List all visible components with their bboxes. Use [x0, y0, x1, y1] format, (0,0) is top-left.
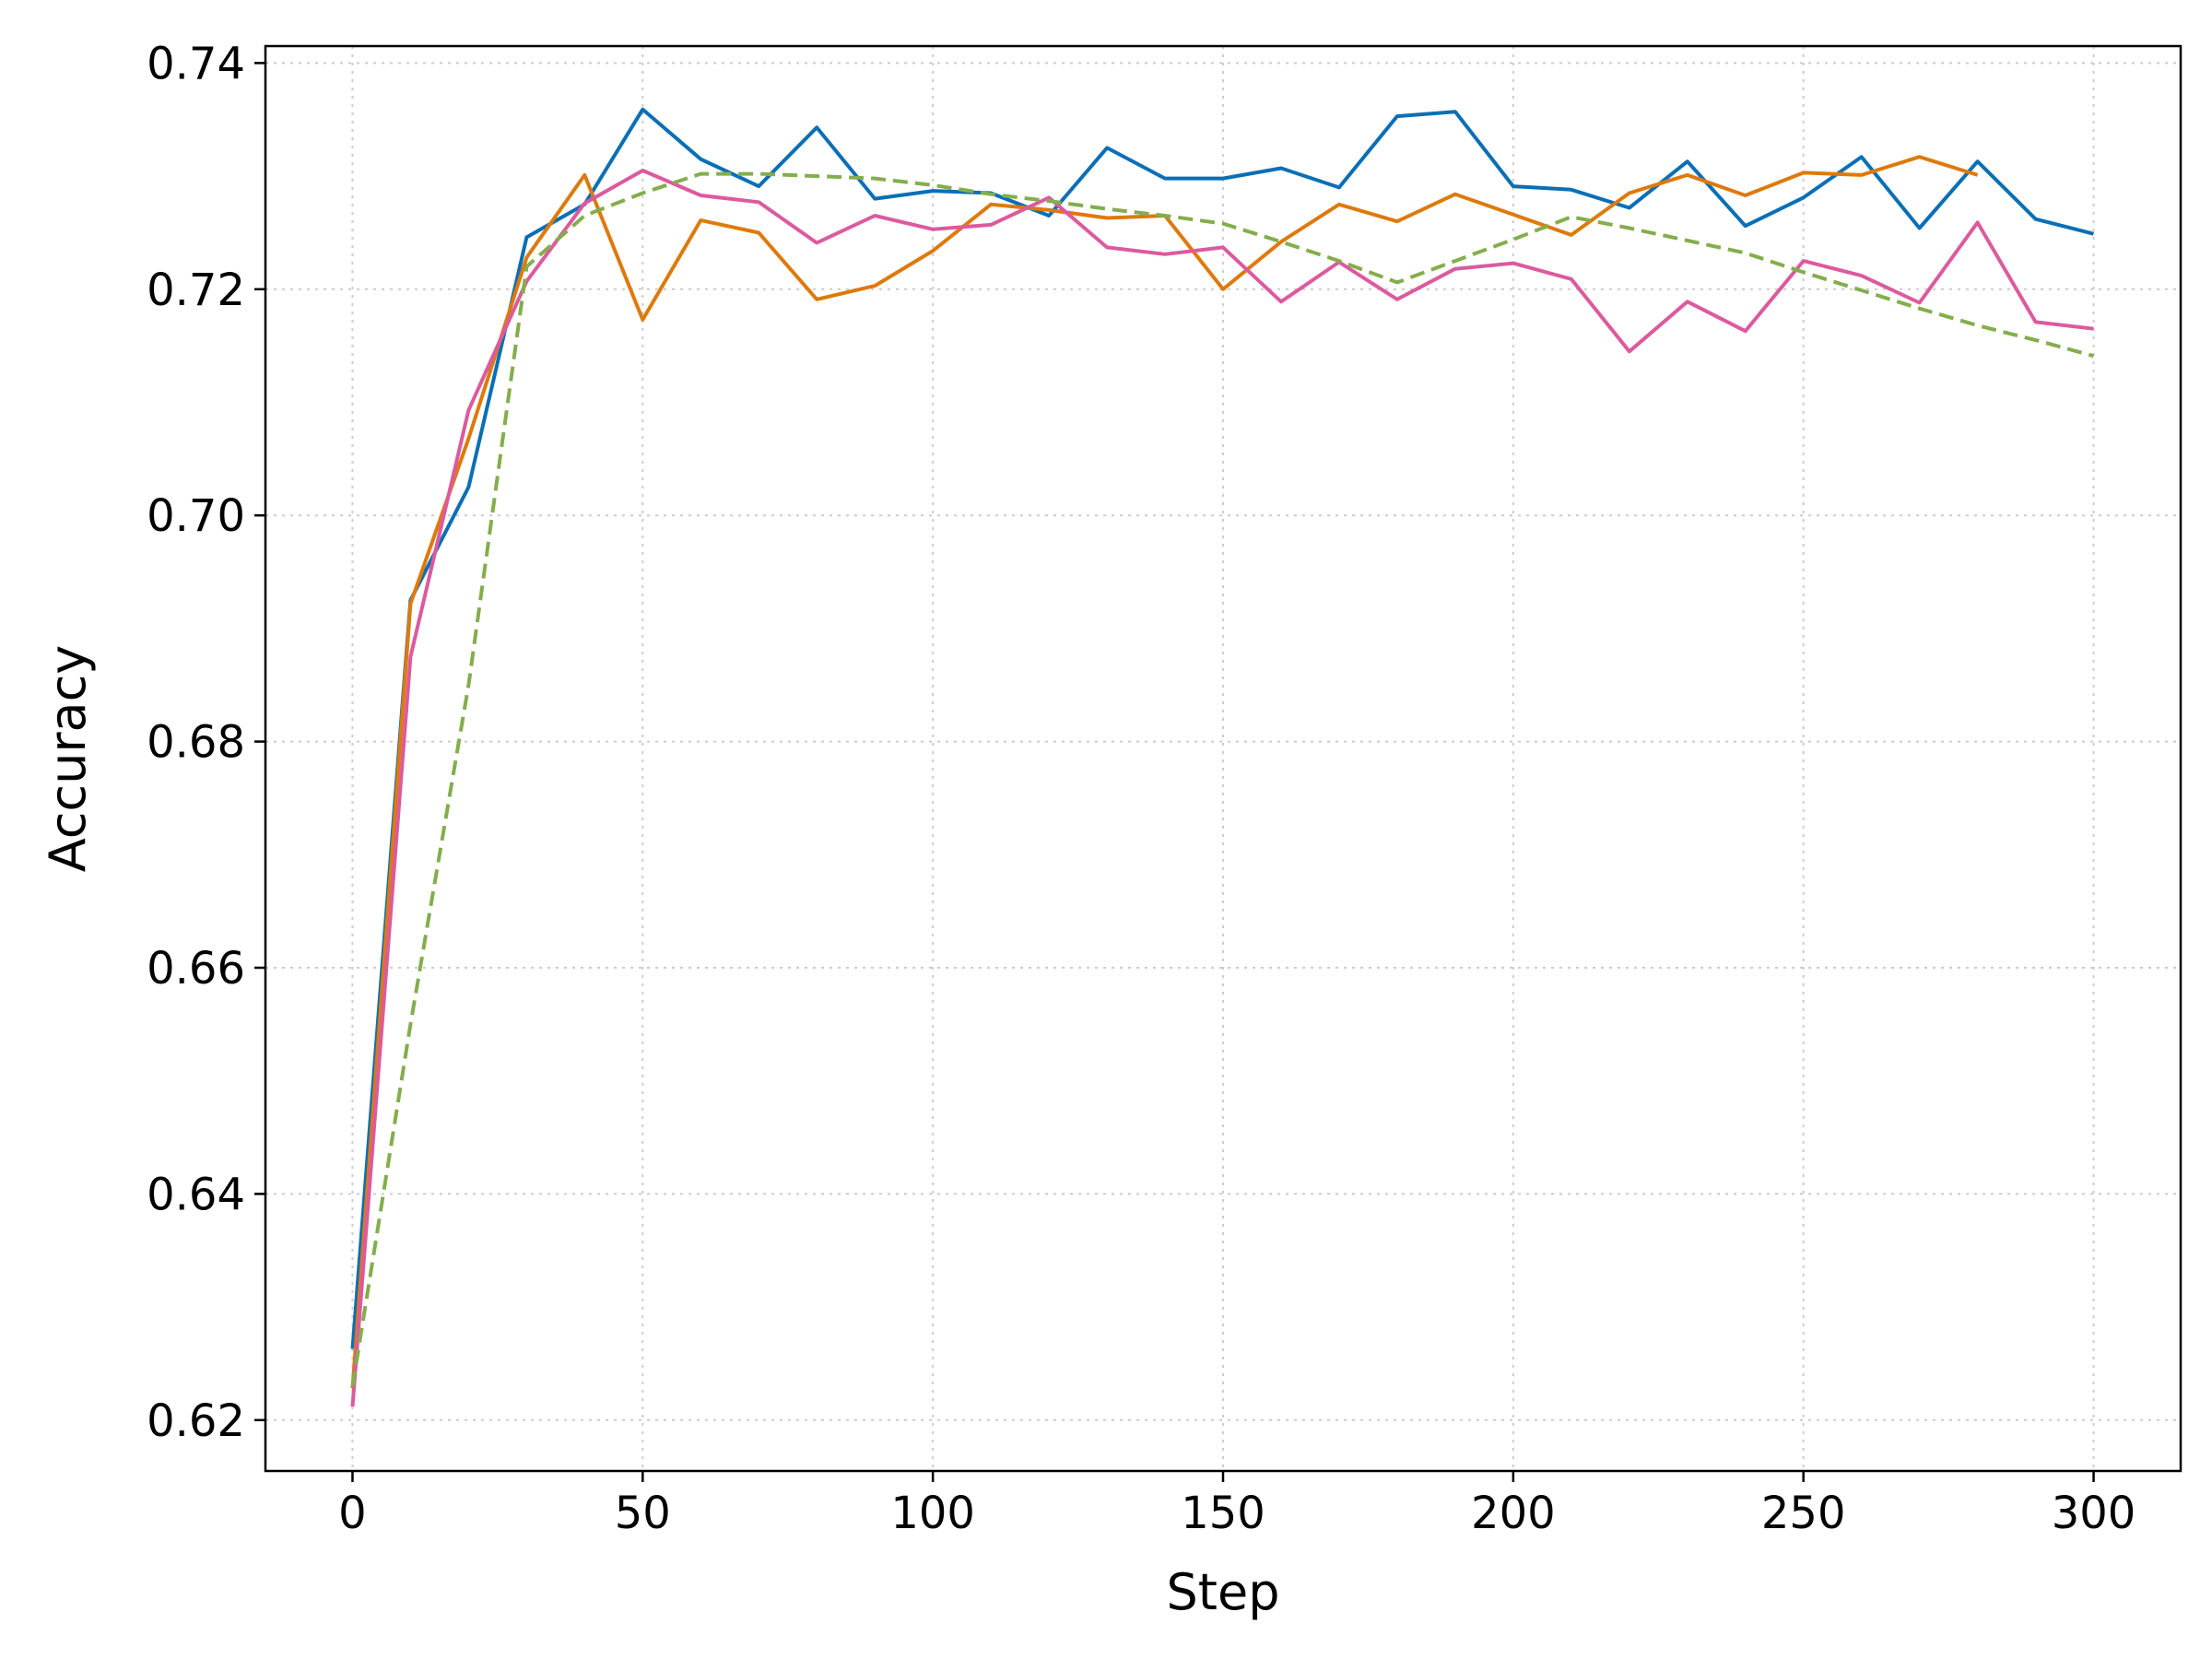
series-line-3	[350, 169, 2094, 1407]
x-tick-label: 0	[338, 1488, 367, 1539]
series-layer	[350, 107, 2095, 1407]
y-tick-label: 0.66	[147, 943, 245, 994]
y-axis-label: Accuracy	[39, 645, 97, 873]
y-tick-label: 0.72	[147, 265, 245, 316]
x-axis-label: Step	[1167, 1563, 1280, 1621]
x-tick-label: 200	[1471, 1488, 1556, 1539]
series-line-1	[350, 107, 2094, 1349]
grid	[265, 46, 2181, 1471]
x-tick-label: 150	[1181, 1488, 1265, 1539]
y-axis: 0.62 0.64 0.66 0.68 0.70 0.72 0.74	[147, 38, 265, 1447]
series-line-2	[350, 155, 1979, 1389]
x-tick-label: 300	[2052, 1488, 2136, 1539]
x-tick-label: 100	[890, 1488, 975, 1539]
series-line-4	[350, 171, 2095, 1387]
y-tick-label: 0.70	[147, 490, 245, 542]
y-tick-label: 0.62	[147, 1395, 245, 1447]
y-tick-label: 0.68	[147, 717, 245, 769]
x-tick-label: 250	[1761, 1488, 1846, 1539]
x-tick-label: 50	[615, 1488, 671, 1539]
y-tick-label: 0.64	[147, 1169, 245, 1220]
x-axis: 0 50 100 150 200 250 300	[338, 1471, 2136, 1539]
y-tick-label: 0.74	[147, 38, 245, 89]
